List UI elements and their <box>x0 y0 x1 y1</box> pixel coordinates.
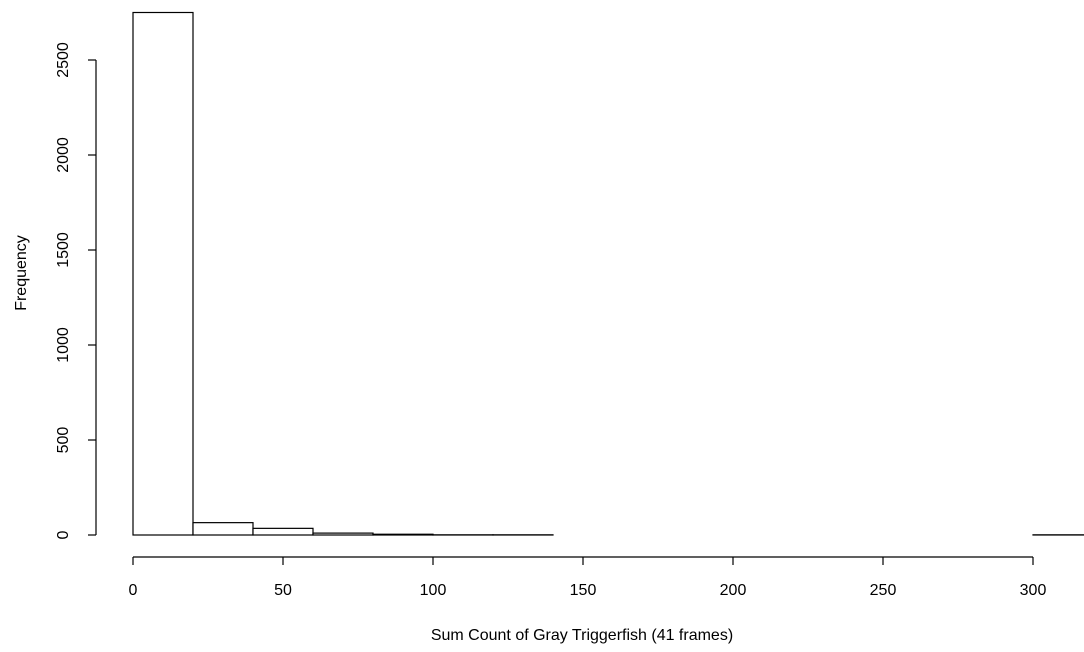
x-tick-label: 0 <box>129 582 138 599</box>
histogram-bar <box>192 522 254 536</box>
x-tick-label: 150 <box>570 582 597 599</box>
x-axis: 0 50 100 150 200 250 300 <box>129 556 1047 599</box>
x-tick-label: 50 <box>274 582 292 599</box>
x-tick-label: 100 <box>420 582 447 599</box>
x-axis-label: Sum Count of Gray Triggerfish (41 frames… <box>431 627 733 644</box>
histogram-bar <box>312 532 374 536</box>
histogram-bar <box>132 11 194 536</box>
y-tick-label: 2000 <box>55 137 72 173</box>
x-tick-label: 200 <box>720 582 747 599</box>
x-tick-label: 250 <box>870 582 897 599</box>
histogram-bars <box>132 11 1084 536</box>
y-axis: 0 500 1000 1500 2000 2500 <box>55 42 97 539</box>
y-axis-label: Frequency <box>13 235 30 311</box>
histogram-bar <box>252 527 314 536</box>
y-tick-label: 2500 <box>55 42 72 78</box>
histogram-bar <box>372 533 434 536</box>
y-tick-label: 0 <box>55 530 72 539</box>
y-tick-label: 500 <box>55 427 72 454</box>
x-tick-label: 300 <box>1020 582 1047 599</box>
y-tick-label: 1500 <box>55 232 72 268</box>
y-tick-label: 1000 <box>55 327 72 363</box>
